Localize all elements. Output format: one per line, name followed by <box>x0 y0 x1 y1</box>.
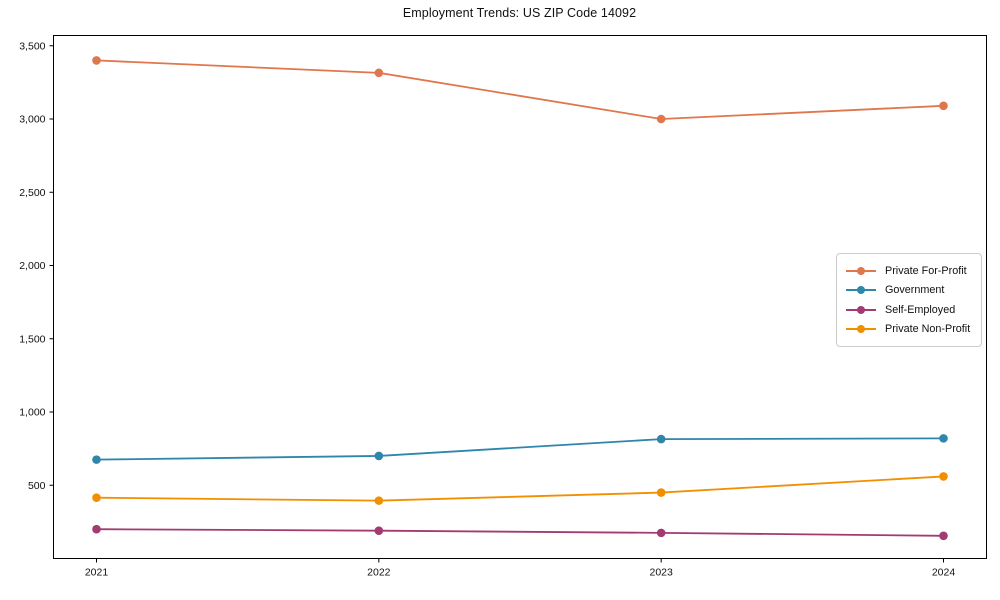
data-point <box>939 531 948 541</box>
legend-label: Private For-Profit <box>885 264 967 277</box>
data-point <box>656 488 666 497</box>
data-point <box>92 56 101 65</box>
series-line <box>95 59 945 120</box>
legend-item-private-for-profit: Private For-Profit <box>846 261 972 281</box>
x-tick-label: 2022 <box>367 567 391 579</box>
data-point <box>656 114 666 124</box>
y-tick-label: 500 <box>28 480 46 492</box>
legend-label: Private Non-Profit <box>885 323 971 336</box>
y-tick-label: 1,000 <box>19 407 45 419</box>
legend-item-government: Government <box>846 281 972 301</box>
legend-marker-icon <box>846 266 876 276</box>
series-line <box>95 528 945 537</box>
y-tick-label: 2,500 <box>19 187 45 199</box>
data-point <box>92 524 101 534</box>
data-point <box>374 68 384 78</box>
data-point <box>374 526 384 535</box>
data-point <box>939 472 948 481</box>
y-tick-label: 3,000 <box>19 114 45 126</box>
data-point <box>939 101 948 111</box>
plot-border <box>53 35 987 559</box>
data-point <box>656 434 666 444</box>
series-line <box>95 437 945 461</box>
x-tick-label: 2024 <box>932 567 956 579</box>
legend-label: Self-Employed <box>885 303 956 316</box>
legend-marker-icon <box>846 324 876 334</box>
legend-marker-icon <box>846 285 876 295</box>
data-point <box>374 451 384 461</box>
x-tick-label: 2021 <box>85 567 109 579</box>
data-point <box>92 493 101 503</box>
y-tick-label: 2,000 <box>19 260 45 272</box>
legend-label: Government <box>885 284 945 297</box>
legend: Private For-Profit Government Self-Emplo… <box>836 253 982 347</box>
series-line <box>95 475 945 502</box>
x-tick-label: 2023 <box>649 567 673 579</box>
data-point <box>374 496 384 505</box>
y-tick-label: 1,500 <box>19 333 45 345</box>
legend-item-private-non-profit: Private Non-Profit <box>846 320 972 340</box>
legend-marker-icon <box>846 305 876 315</box>
data-point <box>92 455 101 464</box>
data-point <box>656 528 666 538</box>
data-point <box>939 434 948 443</box>
y-tick-label: 3,500 <box>19 40 45 52</box>
chart-title: Employment Trends: US ZIP Code 14092 <box>402 6 637 20</box>
legend-item-self-employed: Self-Employed <box>846 300 972 320</box>
